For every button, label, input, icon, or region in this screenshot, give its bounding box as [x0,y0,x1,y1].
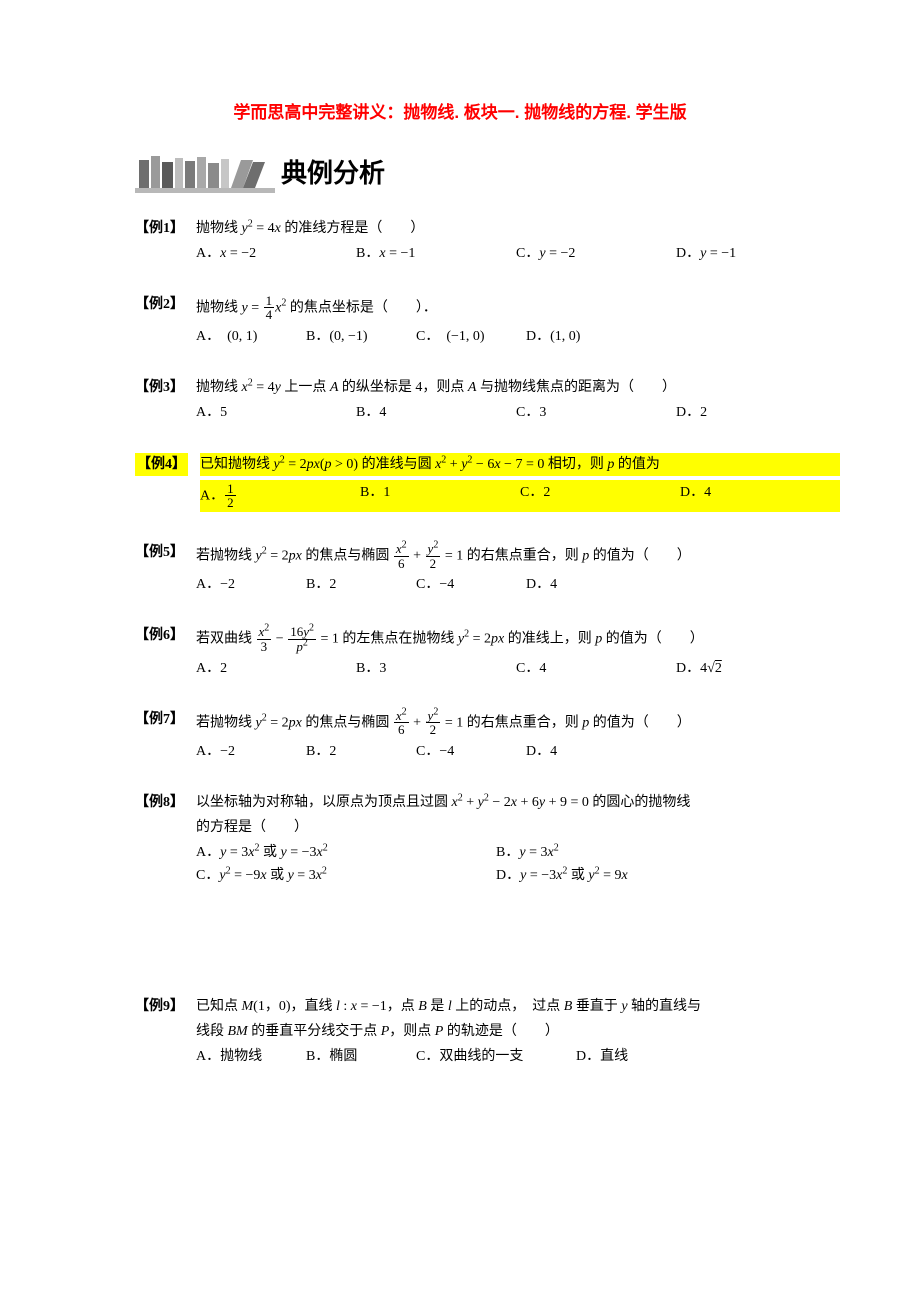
option-c: C．2 [520,482,680,510]
option-b: B．1 [360,482,520,510]
option-a: A．2 [196,658,356,679]
section-title: 典例分析 [281,154,385,193]
options-row: A．12 B．1 C．2 D．4 [200,480,840,512]
question-text-1: 已知点 M(1，0)，直线 l : x = −1，点 B 是 l 上的动点， 过… [196,996,785,1017]
page-title: 学而思高中完整讲义：抛物线. 板块一. 抛物线的方程. 学生版 [135,100,785,126]
option-b: B．y = 3x2 [496,842,796,863]
options-row: A．x = −2 B．x = −1 C．y = −2 D．y = −1 [196,243,836,264]
option-b: B．3 [356,658,516,679]
example-label: 【例9】 [135,996,184,1017]
option-c: C．−4 [416,741,526,762]
option-a: A．−2 [196,574,306,595]
example-9: 【例9】 已知点 M(1，0)，直线 l : x = −1，点 B 是 l 上的… [135,996,785,1067]
option-c: C．双曲线的一支 [416,1046,576,1067]
options-row: A．5 B．4 C．3 D．2 [196,402,836,423]
options-row: A．−2 B．2 C．−4 D．4 [196,574,785,595]
example-4: 【例4】 已知抛物线 y2 = 2px(p > 0) 的准线与圆 x2 + y2… [135,453,785,512]
question-text-1: 以坐标轴为对称轴，以原点为顶点且过圆 x2 + y2 − 2x + 6y + 9… [196,792,796,813]
example-label: 【例8】 [135,792,184,813]
question-text: 抛物线 x2 = 4y 上一点 A 的纵坐标是 4，则点 A 与抛物线焦点的距离… [196,377,836,398]
example-7: 【例7】 若抛物线 y2 = 2px 的焦点与椭圆 x26 + y22 = 1 … [135,709,785,762]
example-label: 【例6】 [135,625,184,646]
option-c: C． (−1, 0) [416,326,526,347]
option-a: A．抛物线 [196,1046,306,1067]
option-a: A． (0, 1) [196,326,306,347]
option-c: C．y2 = −9x 或 y = 3x2 [196,865,496,886]
options-row: A．抛物线 B．椭圆 C．双曲线的一支 D．直线 [196,1046,785,1067]
example-6: 【例6】 若双曲线 x23 − 16y2p2 = 1 的左焦点在抛物线 y2 =… [135,625,785,678]
example-label: 【例2】 [135,294,184,315]
example-1: 【例1】 抛物线 y2 = 4x 的准线方程是（ ） A．x = −2 B．x … [135,218,785,264]
options-row: A．−2 B．2 C．−4 D．4 [196,741,785,762]
example-2: 【例2】 抛物线 y = 14x2 的焦点坐标是（ ）． A． (0, 1) B… [135,294,785,347]
example-label: 【例3】 [135,377,184,398]
option-d: D．4 [526,574,636,595]
question-text: 已知抛物线 y2 = 2px(p > 0) 的准线与圆 x2 + y2 − 6x… [200,453,840,476]
example-label: 【例5】 [135,542,184,563]
option-d: D．y = −3x2 或 y2 = 9x [496,865,796,886]
question-text-2: 线段 BM 的垂直平分线交于点 P，则点 P 的轨迹是（ ） [196,1021,785,1042]
option-c: C．3 [516,402,676,423]
option-d: D．2 [676,402,836,423]
example-8: 【例8】 以坐标轴为对称轴，以原点为顶点且过圆 x2 + y2 − 2x + 6… [135,792,785,886]
option-b: B．x = −1 [356,243,516,264]
option-a: A．12 [200,482,360,510]
option-b: B．2 [306,574,416,595]
question-text: 若抛物线 y2 = 2px 的焦点与椭圆 x26 + y22 = 1 的右焦点重… [196,709,785,737]
question-text: 若双曲线 x23 − 16y2p2 = 1 的左焦点在抛物线 y2 = 2px … [196,625,836,653]
option-d: D．4 [526,741,636,762]
question-text: 若抛物线 y2 = 2px 的焦点与椭圆 x26 + y22 = 1 的右焦点重… [196,542,785,570]
question-text-2: 的方程是（ ） [196,817,796,838]
option-b: B．椭圆 [306,1046,416,1067]
option-a: A．x = −2 [196,243,356,264]
option-d: D．(1, 0) [526,326,636,347]
books-shelf-icon [135,154,275,194]
example-label: 【例7】 [135,709,184,730]
options-row: A．2 B．3 C．4 D．4√2 [196,658,836,679]
question-text: 抛物线 y2 = 4x 的准线方程是（ ） [196,218,836,239]
option-c: C．4 [516,658,676,679]
option-d: D．y = −1 [676,243,836,264]
option-b: B．4 [356,402,516,423]
option-d: D．4√2 [676,658,836,679]
example-3: 【例3】 抛物线 x2 = 4y 上一点 A 的纵坐标是 4，则点 A 与抛物线… [135,377,785,423]
option-a: A．−2 [196,741,306,762]
option-d: D．4 [680,482,840,510]
question-text: 抛物线 y = 14x2 的焦点坐标是（ ）． [196,294,785,322]
option-c: C．−4 [416,574,526,595]
option-b: B．(0, −1) [306,326,416,347]
option-d: D．直线 [576,1046,736,1067]
example-5: 【例5】 若抛物线 y2 = 2px 的焦点与椭圆 x26 + y22 = 1 … [135,542,785,595]
example-label: 【例1】 [135,218,184,239]
section-header: 典例分析 [135,154,785,194]
option-a: A．y = 3x2 或 y = −3x2 [196,842,496,863]
option-c: C．y = −2 [516,243,676,264]
options-row: A． (0, 1) B．(0, −1) C． (−1, 0) D．(1, 0) [196,326,785,347]
example-label: 【例4】 [135,453,188,476]
option-b: B．2 [306,741,416,762]
options-row-1: A．y = 3x2 或 y = −3x2 B．y = 3x2 [196,842,796,863]
options-row-2: C．y2 = −9x 或 y = 3x2 D．y = −3x2 或 y2 = 9… [196,865,796,886]
option-a: A．5 [196,402,356,423]
